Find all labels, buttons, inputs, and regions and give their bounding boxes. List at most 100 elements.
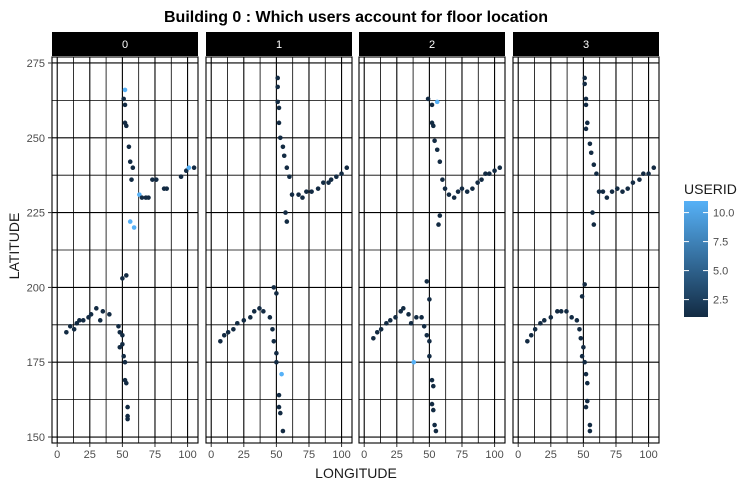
data-point [432, 138, 437, 144]
data-point [117, 344, 123, 350]
data-point [122, 102, 128, 108]
facet-label: 1 [276, 39, 282, 51]
x-tick-label: 75 [303, 449, 315, 461]
data-point [120, 332, 125, 338]
data-point [555, 309, 560, 314]
data-point [583, 96, 589, 102]
data-point [287, 174, 292, 179]
data-point [339, 171, 344, 176]
data-point [125, 416, 130, 422]
y-tick-label: 225 [27, 208, 45, 220]
data-point [71, 326, 77, 332]
data-point [585, 120, 590, 126]
data-point [271, 338, 277, 344]
data-point [641, 171, 646, 176]
data-point [470, 186, 475, 191]
x-tick-label: 25 [545, 449, 557, 461]
data-point [579, 294, 585, 299]
data-point [374, 329, 380, 335]
data-point [124, 380, 129, 386]
data-point [283, 210, 288, 215]
data-point [429, 102, 435, 108]
data-point [459, 186, 465, 191]
data-point [594, 171, 599, 176]
data-point [425, 96, 431, 102]
data-point [436, 222, 441, 227]
data-point [218, 338, 223, 344]
facet-strip [52, 32, 198, 56]
data-point [284, 165, 290, 171]
x-tick-label: 75 [149, 449, 161, 461]
data-point [178, 174, 184, 179]
data-point [431, 383, 436, 389]
data-point [274, 359, 279, 365]
data-point [280, 428, 286, 434]
data-point [164, 186, 170, 191]
x-tick-label: 50 [423, 449, 435, 461]
data-point [267, 315, 273, 320]
data-point [585, 380, 590, 386]
data-point [328, 177, 334, 182]
data-point [139, 195, 145, 200]
x-tick-label: 100 [178, 449, 196, 461]
x-tick-label: 25 [238, 449, 250, 461]
data-point [437, 213, 443, 218]
data-point [421, 324, 427, 329]
data-point [532, 326, 538, 332]
x-tick-label: 100 [332, 449, 350, 461]
data-point [408, 321, 414, 326]
data-point [564, 309, 569, 314]
data-point [274, 350, 279, 356]
data-point [587, 141, 593, 147]
data-point [129, 177, 134, 182]
data-point [587, 428, 593, 434]
legend-break-label: 7.5 [713, 237, 728, 249]
legend: USERID 10.0 7.5 5.0 2.5 [684, 181, 737, 317]
chart-title: Building 0 : Which users account for flo… [164, 9, 548, 26]
data-point [125, 404, 130, 410]
data-point [191, 165, 197, 171]
data-point [80, 318, 86, 323]
data-point [276, 105, 282, 111]
facet-strip [206, 32, 352, 56]
data-point [344, 165, 350, 171]
data-point [620, 189, 625, 194]
facet-strip [359, 32, 505, 56]
data-point [275, 99, 280, 105]
data-point [583, 371, 589, 377]
y-axis-label: LATITUDE [6, 213, 22, 280]
data-point [94, 306, 99, 311]
data-point [582, 75, 587, 81]
data-point [251, 309, 257, 314]
data-point [261, 309, 266, 314]
x-tick-label: 0 [208, 449, 214, 461]
y-tick-label: 275 [27, 58, 45, 70]
legend-break-label: 10.0 [713, 208, 734, 220]
facet-label: 3 [583, 39, 589, 51]
data-point [651, 165, 657, 171]
panel-border [358, 56, 506, 444]
data-point [276, 404, 282, 410]
data-point [451, 195, 457, 200]
data-point [585, 398, 590, 404]
data-point [300, 195, 305, 200]
data-point [88, 312, 94, 317]
panel-border [205, 56, 353, 444]
data-point [304, 189, 309, 194]
data-point [120, 276, 125, 281]
data-point [483, 171, 488, 176]
data-point [541, 318, 547, 323]
data-point [326, 180, 331, 185]
facet-panels: 0 0 25 50 75 100 1 0 25 50 75 100 2 0 25 50 75 100 3 0 25 50 7… [27, 32, 660, 461]
x-tick-label: 100 [639, 449, 657, 461]
x-tick-label: 25 [391, 449, 403, 461]
data-point [122, 359, 128, 365]
data-point [424, 332, 430, 338]
data-point [646, 171, 651, 176]
x-tick-label: 50 [577, 449, 589, 461]
data-point [121, 353, 126, 359]
data-point [289, 192, 295, 197]
data-point [280, 144, 286, 150]
data-point [583, 102, 589, 108]
